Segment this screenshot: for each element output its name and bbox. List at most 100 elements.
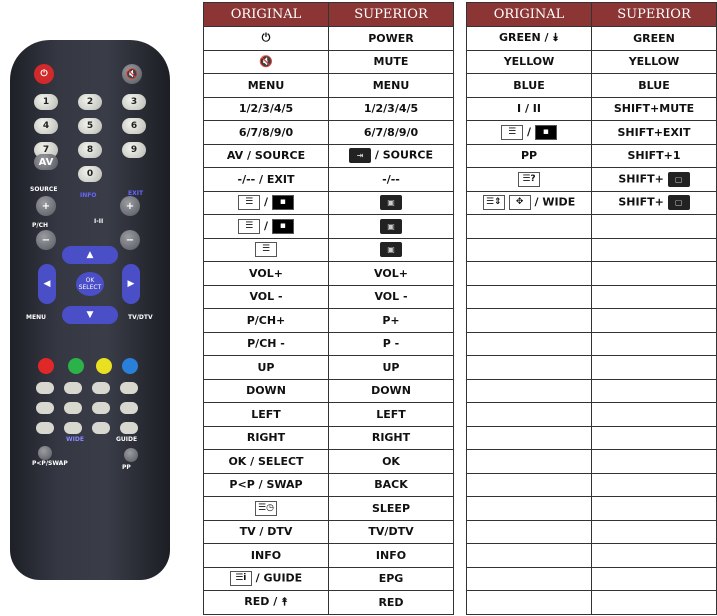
table-row: ⏻ POWER [203, 26, 454, 51]
cell-text: I / II [517, 102, 541, 116]
table-cell: PP [466, 143, 592, 168]
table-cell: RED / ⯭ [203, 590, 329, 615]
table-row: 🔇 MUTE [203, 49, 454, 74]
cell-text: VOL+ [374, 266, 408, 280]
cell-text: UP [382, 360, 400, 374]
table-cell: UP [203, 355, 329, 380]
table-cell: -/-- [328, 167, 454, 192]
digit-button: 4 [34, 118, 58, 134]
table-cell: BLUE [591, 73, 717, 98]
i-ii-label: I-II [94, 218, 104, 225]
digit-button: 8 [78, 142, 102, 158]
empty-row [466, 472, 717, 497]
table-cell: YELLOW [591, 49, 717, 74]
table-cell: 1/2/3/4/5 [328, 96, 454, 121]
cell-text: SLEEP [371, 501, 411, 515]
function-button [64, 422, 82, 434]
text-icon: ☰ [238, 195, 261, 211]
info-icon: ☰i [229, 571, 252, 587]
cell-text: / [526, 125, 532, 139]
table-cell: TV / DTV [203, 519, 329, 544]
cell-text: -/-- [382, 172, 400, 186]
table-cell: SLEEP [328, 496, 454, 521]
cell-text: GREEN / [498, 31, 549, 45]
table-cell: TV/DTV [328, 519, 454, 544]
header-row: ORIGINAL SUPERIOR [466, 2, 717, 27]
av-button: AV [34, 154, 58, 170]
picture-icon: ▪ [271, 195, 294, 211]
table-cell: 6/7/8/9/0 [203, 120, 329, 145]
column-header: SUPERIOR [328, 2, 454, 27]
cell-text: INFO [375, 548, 407, 562]
function-button [92, 382, 110, 394]
table-cell: ▣ [328, 190, 454, 215]
sleep-icon: ☰◷ [255, 500, 277, 516]
cell-text: SHIFT+ [618, 195, 664, 209]
empty-row [466, 566, 717, 591]
empty-row [466, 496, 717, 521]
function-button [120, 422, 138, 434]
remote-button-icon: ▢ [667, 195, 690, 211]
remote-button-icon: ▣ [380, 242, 402, 258]
table-row: YELLOW YELLOW [466, 49, 717, 74]
table-row: DOWN DOWN [203, 378, 454, 403]
column-header: ORIGINAL [203, 2, 329, 27]
digit-button: 0 [78, 166, 102, 182]
table-cell: 1/2/3/4/5 [203, 96, 329, 121]
table-row: ☰◷ SLEEP [203, 496, 454, 521]
table-row: I / II SHIFT+MUTE [466, 96, 717, 121]
red-button [38, 358, 54, 374]
table-row: UP UP [203, 355, 454, 380]
table-cell: VOL+ [203, 261, 329, 286]
digit-button: 1 [34, 94, 58, 110]
table-cell: POWER [328, 26, 454, 51]
table-row: ☰⇕ ✥ / WIDE SHIFT+ ▢ [466, 190, 717, 215]
table-row: INFO INFO [203, 543, 454, 568]
arrow-up-icon: ⯭ [281, 595, 288, 609]
table-cell: BLUE [466, 73, 592, 98]
size-icon: ☰⇕ [482, 195, 505, 211]
source-plus-button: + [36, 196, 56, 216]
table-cell: ▣ [328, 214, 454, 239]
cell-text: SHIFT+1 [627, 149, 681, 163]
pp-swap-label: P<P/SWAP [32, 460, 68, 467]
table-cell: MENU [328, 73, 454, 98]
table-cell: GREEN [591, 26, 717, 51]
empty-row [466, 214, 717, 239]
cell-text: BLUE [513, 78, 545, 92]
mute-button: 🔇 [122, 64, 142, 84]
cell-text: TV/DTV [368, 525, 414, 539]
cell-text: RED / [244, 595, 278, 609]
cell-text: P - [382, 337, 400, 351]
table-cell: ⏻ [203, 26, 329, 51]
digit-button: 3 [122, 94, 146, 110]
table-cell: ☰◷ [203, 496, 329, 521]
table-cell: VOL+ [328, 261, 454, 286]
pch-label: P/CH [32, 222, 49, 229]
cell-text: RIGHT [371, 431, 411, 445]
table-cell: ☰ / ▪ [203, 190, 329, 215]
empty-row [466, 590, 717, 615]
mute-icon: 🔇 [259, 55, 273, 69]
cell-text: 6/7/8/9/0 [238, 125, 294, 139]
cell-text: / [263, 219, 269, 233]
table-cell: LEFT [328, 402, 454, 427]
table-row: GREEN / ⯯ GREEN [466, 26, 717, 51]
function-button [36, 402, 54, 414]
table-cell: ☰ / ▪ [203, 214, 329, 239]
table-row: P<P / SWAP BACK [203, 472, 454, 497]
cell-text: INFO [250, 548, 282, 562]
table-row: P/CH - P - [203, 331, 454, 356]
cell-text: / GUIDE [255, 571, 303, 585]
table-row: -/-- / EXIT -/-- [203, 167, 454, 192]
table-cell: SHIFT+1 [591, 143, 717, 168]
cell-text: LEFT [376, 407, 406, 421]
cell-text: VOL+ [249, 266, 283, 280]
cell-text: EPG [378, 572, 404, 586]
table-row: ☰ / ▪ ▣ [203, 214, 454, 239]
blue-button [122, 358, 138, 374]
table-row: VOL+ VOL+ [203, 261, 454, 286]
empty-row [466, 331, 717, 356]
table-row: VOL - VOL - [203, 284, 454, 309]
header-row: ORIGINAL SUPERIOR [203, 2, 454, 27]
